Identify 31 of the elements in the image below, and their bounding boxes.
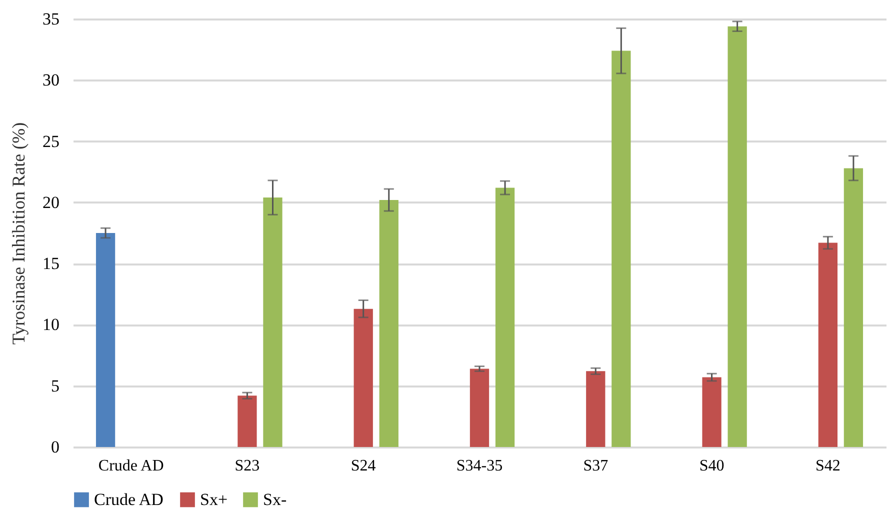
bar (728, 26, 747, 447)
y-axis-title: Tyrosinase Inhibition Rate (%) (8, 122, 28, 345)
y-tick-label: 35 (42, 10, 60, 28)
y-tick-label: 15 (42, 254, 60, 274)
bar (702, 377, 722, 447)
bar (379, 200, 398, 447)
x-tick-label: S37 (583, 458, 608, 474)
x-tick-label: S24 (350, 458, 376, 474)
bar (96, 233, 116, 447)
bar (354, 308, 373, 447)
bar (263, 198, 282, 447)
y-tick-label: 0 (51, 438, 60, 456)
legend-label: Sx+ (200, 490, 228, 509)
bar (612, 50, 631, 447)
x-tick-label: S34-35 (456, 458, 503, 474)
y-tick-label: 10 (42, 315, 60, 334)
bar (586, 371, 606, 447)
x-tick-label: S23 (234, 458, 260, 474)
y-tick-label: 5 (51, 376, 60, 396)
bar (818, 242, 838, 447)
legend-label: Crude AD (94, 490, 164, 509)
x-tick-label: S42 (815, 458, 840, 474)
bar (495, 188, 515, 447)
x-tick-label: S40 (699, 458, 724, 474)
y-tick-label: 20 (42, 192, 60, 212)
legend-label: Sx- (263, 490, 287, 509)
x-tick-label: Crude AD (98, 458, 164, 474)
y-tick-label: 25 (42, 132, 60, 151)
bar (844, 168, 864, 447)
y-tick-label: 30 (42, 70, 60, 90)
bar (238, 396, 257, 447)
